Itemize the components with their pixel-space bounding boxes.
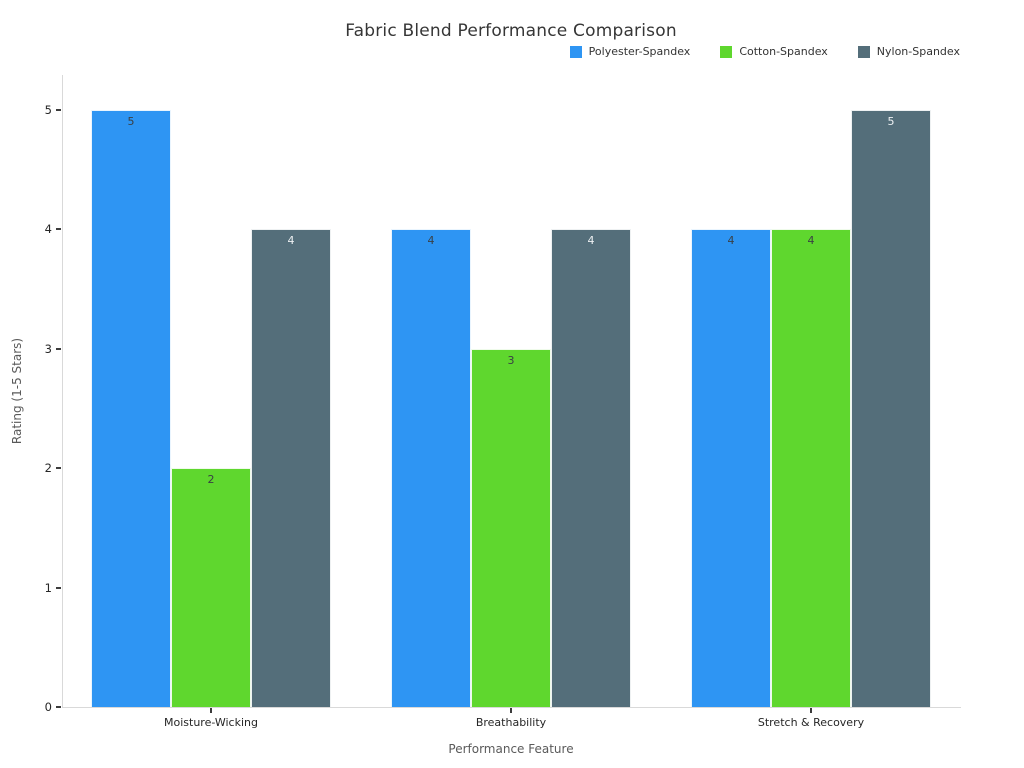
y-tick-label: 2 [44,461,52,476]
legend-item: Polyester-Spandex [569,45,691,58]
bar-value-label: 4 [727,234,735,248]
bar-nylon-spandex-1: 4 [551,229,631,707]
bar-value-label: 4 [587,234,595,248]
legend-swatch-icon [857,45,870,58]
y-tick-label: 1 [44,580,52,595]
legend-swatch-icon [569,45,582,58]
y-tick-mark [56,228,61,231]
bar-nylon-spandex-2: 5 [851,110,931,707]
bar-polyester-spandex-0: 5 [91,110,171,707]
bar-polyester-spandex-1: 4 [391,229,471,707]
bar-value-label: 3 [507,353,515,367]
y-tick-mark [56,467,61,470]
x-tick-mark [510,708,512,713]
x-tick-mark [810,708,812,713]
bar-value-label: 5 [887,115,895,128]
legend-item: Nylon-Spandex [857,45,960,58]
x-axis-spine [62,707,961,708]
bar-nylon-spandex-0: 4 [251,229,331,707]
x-tick-mark [210,708,212,713]
y-tick-label: 5 [44,103,52,117]
legend-item-label: Cotton-Spandex [739,45,828,58]
legend-item-label: Polyester-Spandex [588,45,691,58]
bar-value-label: 2 [207,473,215,487]
bar-value-label: 4 [807,234,815,248]
y-tick-label: 4 [44,222,52,237]
chart-title: Fabric Blend Performance Comparison [345,21,677,41]
legend: Polyester-Spandex Cotton-Spandex Nylon-Spa… [569,45,960,58]
bar-value-label: 4 [287,234,295,248]
x-axis-label: Performance Feature [448,742,574,756]
y-tick-label: 0 [44,700,52,714]
bar-cotton-spandex-1: 3 [471,348,551,707]
y-axis-spine [62,75,63,708]
y-tick-mark [56,706,61,708]
bar-polyester-spandex-2: 4 [691,229,771,707]
y-tick-mark [56,586,61,589]
y-tick-mark [56,109,61,111]
y-tick-mark [56,347,61,350]
x-tick-label: Moisture-Wicking [164,716,258,729]
legend-item: Cotton-Spandex [720,45,828,58]
x-tick-label: Breathability [475,716,547,729]
legend-swatch-icon [720,45,733,58]
y-tick-label: 3 [44,341,52,356]
bar-value-label: 4 [427,234,435,248]
x-tick-label: Stretch & Recovery [757,716,865,729]
bar-cotton-spandex-0: 2 [171,468,251,707]
legend-item-label: Nylon-Spandex [876,45,960,58]
bar-cotton-spandex-2: 4 [771,229,851,707]
bar-value-label: 5 [127,115,135,128]
